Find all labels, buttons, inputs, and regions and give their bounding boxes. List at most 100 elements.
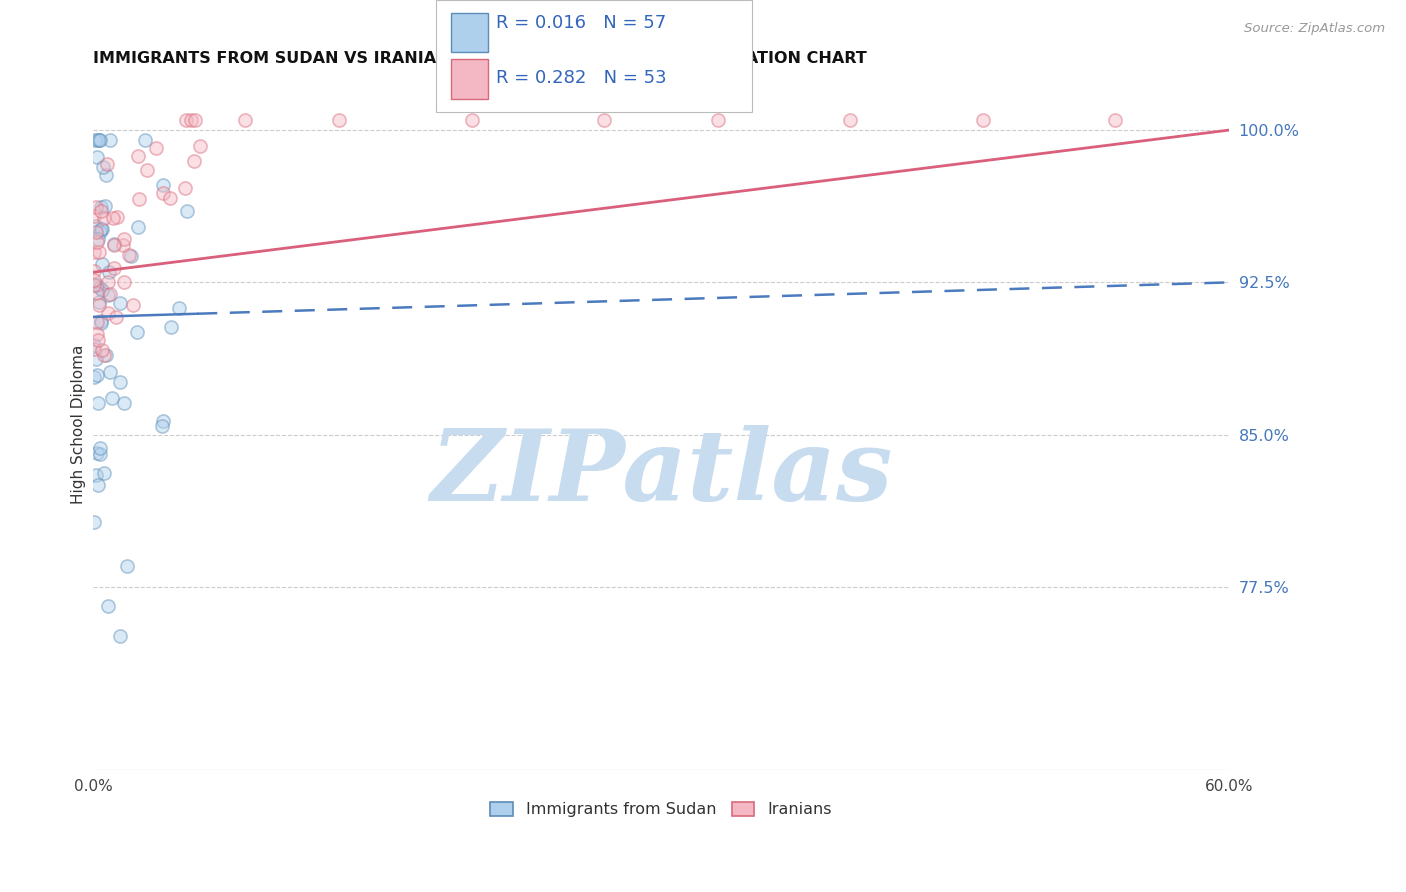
Point (90, 343, 112, 358)
Point (125, 325, 148, 339)
Point (105, 210, 128, 224)
Point (174, 112, 197, 127)
Point (94, 348, 117, 362)
Point (127, 149, 149, 163)
Text: ZIPatlas: ZIPatlas (430, 425, 893, 521)
Point (108, 375, 131, 389)
Point (90, 200, 112, 214)
Point (89, 297, 111, 311)
Point (839, 112, 862, 127)
Point (83, 278, 105, 293)
Text: R = 0.282   N = 53: R = 0.282 N = 53 (496, 70, 666, 87)
Point (159, 191, 181, 205)
Legend: Immigrants from Sudan, Iranians: Immigrants from Sudan, Iranians (484, 796, 838, 824)
Point (86, 446, 108, 460)
Point (83, 133, 105, 147)
Point (152, 419, 174, 434)
Point (83, 209, 105, 223)
Point (94, 199, 117, 213)
Point (89, 245, 111, 260)
Point (112, 396, 135, 410)
Point (93, 467, 115, 481)
Point (115, 559, 138, 574)
Point (89, 281, 111, 295)
Point (86, 286, 108, 301)
Point (97, 288, 120, 302)
Point (84, 200, 107, 214)
Point (145, 141, 167, 155)
Point (87, 133, 110, 147)
Point (176, 204, 198, 219)
Point (93, 211, 115, 225)
Point (86, 315, 108, 329)
Point (135, 163, 157, 178)
Point (128, 192, 150, 206)
Point (117, 248, 139, 262)
Point (233, 112, 256, 127)
Point (86, 235, 108, 249)
Point (98, 286, 121, 301)
Point (461, 112, 484, 127)
Point (159, 320, 181, 334)
Point (94, 168, 117, 182)
Point (121, 298, 143, 312)
Point (83, 515, 105, 529)
Point (87, 396, 110, 410)
Point (98, 365, 121, 379)
Point (180, 112, 202, 127)
Point (84, 225, 107, 239)
Point (90, 314, 112, 328)
Point (91, 221, 114, 235)
Point (1104, 112, 1126, 127)
Y-axis label: High School Diploma: High School Diploma (72, 345, 86, 504)
Point (90, 256, 112, 270)
Point (91, 160, 114, 174)
Point (97, 305, 120, 319)
Point (90, 222, 112, 236)
Point (112, 275, 135, 289)
Point (593, 112, 616, 127)
Point (152, 178, 174, 193)
Point (127, 219, 149, 234)
Point (97, 265, 120, 279)
Point (90, 317, 112, 331)
Point (183, 112, 205, 127)
Point (83, 263, 105, 277)
Point (83, 273, 105, 287)
Point (112, 238, 135, 252)
Point (83, 244, 105, 259)
Point (87, 232, 110, 246)
Point (84, 351, 107, 366)
Point (86, 277, 108, 292)
Point (86, 368, 108, 382)
Point (188, 139, 211, 153)
Point (89, 294, 111, 309)
Point (89, 447, 111, 461)
Point (103, 260, 125, 275)
Point (152, 186, 174, 200)
Point (100, 133, 122, 147)
Point (87, 477, 110, 491)
Point (83, 337, 105, 351)
Point (101, 211, 124, 225)
Point (87, 133, 110, 147)
Point (103, 237, 125, 252)
Point (328, 112, 350, 127)
Point (134, 133, 156, 147)
Point (174, 180, 197, 194)
Point (152, 414, 174, 428)
Point (89, 133, 111, 147)
Point (86, 326, 108, 341)
Point (110, 629, 132, 643)
Text: R = 0.016   N = 57: R = 0.016 N = 57 (496, 14, 666, 32)
Point (110, 295, 132, 310)
Point (120, 249, 142, 263)
Text: IMMIGRANTS FROM SUDAN VS IRANIAN HIGH SCHOOL DIPLOMA CORRELATION CHART: IMMIGRANTS FROM SUDAN VS IRANIAN HIGH SC… (93, 51, 868, 66)
Point (103, 236, 125, 251)
Point (707, 112, 730, 127)
Point (84, 219, 107, 233)
Point (183, 153, 205, 168)
Point (96, 157, 118, 171)
Point (86, 149, 108, 163)
Point (97, 275, 120, 289)
